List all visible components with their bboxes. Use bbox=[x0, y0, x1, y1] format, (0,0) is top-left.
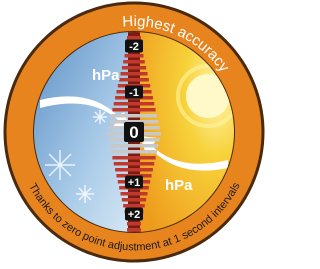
scale-bar bbox=[112, 108, 155, 112]
scale-bar bbox=[121, 72, 148, 76]
scale-label: -1 bbox=[129, 87, 139, 99]
scale-bar bbox=[123, 204, 145, 208]
page: {"badge": { "title": "Highest accuracy",… bbox=[0, 0, 269, 264]
scale-bar bbox=[127, 222, 141, 226]
badge: Highest accuracy Thanks to zero point ad… bbox=[0, 0, 269, 264]
scale-bar bbox=[121, 192, 148, 196]
scale-label: -2 bbox=[129, 41, 139, 53]
scale-bar bbox=[122, 198, 146, 202]
scale-bar bbox=[123, 60, 145, 64]
right-unit: hPa bbox=[165, 177, 193, 194]
scale-bar bbox=[119, 78, 149, 82]
scale-bar bbox=[111, 114, 157, 118]
scale-bar bbox=[111, 150, 157, 154]
left-unit: hPa bbox=[92, 67, 120, 84]
scale-bar bbox=[112, 156, 155, 160]
scale-bar bbox=[122, 66, 146, 70]
scale-label: 0 bbox=[129, 123, 138, 142]
scale-bar bbox=[114, 102, 155, 106]
scale-bar bbox=[114, 162, 155, 166]
scale-bar bbox=[125, 54, 144, 58]
scale-label: +2 bbox=[128, 209, 141, 221]
scale-bar bbox=[110, 144, 159, 148]
scale-bar bbox=[127, 228, 141, 232]
scale-label: +1 bbox=[128, 177, 141, 189]
scale-bar bbox=[115, 168, 153, 172]
scale-bar bbox=[127, 36, 141, 40]
